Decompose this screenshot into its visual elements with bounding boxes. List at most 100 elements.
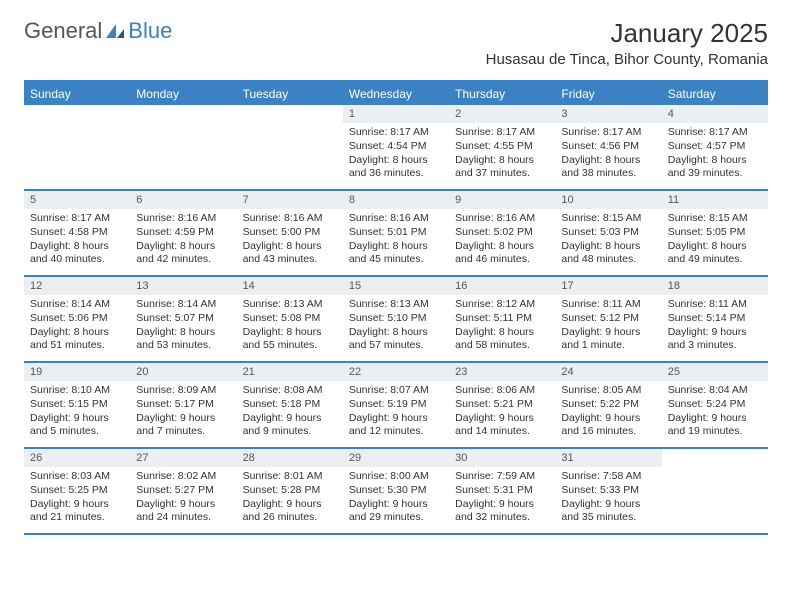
day-cell: 21Sunrise: 8:08 AMSunset: 5:18 PMDayligh… bbox=[237, 363, 343, 447]
day-cell: 4Sunrise: 8:17 AMSunset: 4:57 PMDaylight… bbox=[662, 105, 768, 189]
day-cell: 29Sunrise: 8:00 AMSunset: 5:30 PMDayligh… bbox=[343, 449, 449, 533]
sunset-text: Sunset: 4:57 PM bbox=[668, 140, 762, 154]
day-cell: 11Sunrise: 8:15 AMSunset: 5:05 PMDayligh… bbox=[662, 191, 768, 275]
daylight-text-2: and 35 minutes. bbox=[561, 511, 655, 525]
weekday-sat: Saturday bbox=[662, 83, 768, 105]
sunset-text: Sunset: 4:54 PM bbox=[349, 140, 443, 154]
daylight-text-2: and 49 minutes. bbox=[668, 253, 762, 267]
day-cell bbox=[24, 105, 130, 189]
day-body: Sunrise: 8:17 AMSunset: 4:54 PMDaylight:… bbox=[343, 123, 449, 185]
day-cell: 30Sunrise: 7:59 AMSunset: 5:31 PMDayligh… bbox=[449, 449, 555, 533]
sunset-text: Sunset: 5:25 PM bbox=[30, 484, 124, 498]
day-body: Sunrise: 8:16 AMSunset: 5:00 PMDaylight:… bbox=[237, 209, 343, 271]
day-number: 7 bbox=[237, 191, 343, 209]
day-body: Sunrise: 8:16 AMSunset: 4:59 PMDaylight:… bbox=[130, 209, 236, 271]
daylight-text-1: Daylight: 9 hours bbox=[136, 498, 230, 512]
day-number: 3 bbox=[555, 105, 661, 123]
daylight-text-2: and 55 minutes. bbox=[243, 339, 337, 353]
sunset-text: Sunset: 5:08 PM bbox=[243, 312, 337, 326]
day-cell: 25Sunrise: 8:04 AMSunset: 5:24 PMDayligh… bbox=[662, 363, 768, 447]
daylight-text-1: Daylight: 9 hours bbox=[349, 412, 443, 426]
sunset-text: Sunset: 4:58 PM bbox=[30, 226, 124, 240]
daylight-text-1: Daylight: 9 hours bbox=[668, 412, 762, 426]
sunset-text: Sunset: 5:10 PM bbox=[349, 312, 443, 326]
sunset-text: Sunset: 5:30 PM bbox=[349, 484, 443, 498]
day-number: 8 bbox=[343, 191, 449, 209]
daylight-text-2: and 48 minutes. bbox=[561, 253, 655, 267]
sunset-text: Sunset: 5:18 PM bbox=[243, 398, 337, 412]
day-number: 24 bbox=[555, 363, 661, 381]
day-body: Sunrise: 8:06 AMSunset: 5:21 PMDaylight:… bbox=[449, 381, 555, 443]
weekday-tue: Tuesday bbox=[237, 83, 343, 105]
day-number: 9 bbox=[449, 191, 555, 209]
header: General Blue January 2025 Husasau de Tin… bbox=[0, 0, 792, 72]
sunrise-text: Sunrise: 8:16 AM bbox=[136, 212, 230, 226]
sunset-text: Sunset: 5:27 PM bbox=[136, 484, 230, 498]
daylight-text-2: and 29 minutes. bbox=[349, 511, 443, 525]
day-body: Sunrise: 8:09 AMSunset: 5:17 PMDaylight:… bbox=[130, 381, 236, 443]
week-row: 12Sunrise: 8:14 AMSunset: 5:06 PMDayligh… bbox=[24, 277, 768, 363]
weekday-wed: Wednesday bbox=[343, 83, 449, 105]
day-number: 4 bbox=[662, 105, 768, 123]
daylight-text-1: Daylight: 9 hours bbox=[561, 326, 655, 340]
weeks-container: 1Sunrise: 8:17 AMSunset: 4:54 PMDaylight… bbox=[24, 105, 768, 535]
sunset-text: Sunset: 4:55 PM bbox=[455, 140, 549, 154]
sunrise-text: Sunrise: 8:10 AM bbox=[30, 384, 124, 398]
sunset-text: Sunset: 5:02 PM bbox=[455, 226, 549, 240]
day-body: Sunrise: 8:15 AMSunset: 5:03 PMDaylight:… bbox=[555, 209, 661, 271]
day-number: 14 bbox=[237, 277, 343, 295]
day-number: 30 bbox=[449, 449, 555, 467]
daylight-text-1: Daylight: 9 hours bbox=[561, 498, 655, 512]
day-cell bbox=[662, 449, 768, 533]
day-cell: 2Sunrise: 8:17 AMSunset: 4:55 PMDaylight… bbox=[449, 105, 555, 189]
day-body: Sunrise: 8:07 AMSunset: 5:19 PMDaylight:… bbox=[343, 381, 449, 443]
daylight-text-2: and 51 minutes. bbox=[30, 339, 124, 353]
day-cell: 10Sunrise: 8:15 AMSunset: 5:03 PMDayligh… bbox=[555, 191, 661, 275]
sunset-text: Sunset: 5:06 PM bbox=[30, 312, 124, 326]
sunrise-text: Sunrise: 8:05 AM bbox=[561, 384, 655, 398]
month-title: January 2025 bbox=[486, 18, 768, 49]
daylight-text-2: and 39 minutes. bbox=[668, 167, 762, 181]
sunrise-text: Sunrise: 8:16 AM bbox=[349, 212, 443, 226]
daylight-text-2: and 37 minutes. bbox=[455, 167, 549, 181]
day-number: 10 bbox=[555, 191, 661, 209]
daylight-text-1: Daylight: 8 hours bbox=[30, 326, 124, 340]
day-cell: 6Sunrise: 8:16 AMSunset: 4:59 PMDaylight… bbox=[130, 191, 236, 275]
daylight-text-2: and 9 minutes. bbox=[243, 425, 337, 439]
daylight-text-2: and 7 minutes. bbox=[136, 425, 230, 439]
day-body: Sunrise: 8:12 AMSunset: 5:11 PMDaylight:… bbox=[449, 295, 555, 357]
daylight-text-2: and 1 minute. bbox=[561, 339, 655, 353]
day-body: Sunrise: 8:10 AMSunset: 5:15 PMDaylight:… bbox=[24, 381, 130, 443]
day-cell: 22Sunrise: 8:07 AMSunset: 5:19 PMDayligh… bbox=[343, 363, 449, 447]
daylight-text-2: and 26 minutes. bbox=[243, 511, 337, 525]
daylight-text-2: and 43 minutes. bbox=[243, 253, 337, 267]
daylight-text-2: and 58 minutes. bbox=[455, 339, 549, 353]
day-cell: 9Sunrise: 8:16 AMSunset: 5:02 PMDaylight… bbox=[449, 191, 555, 275]
day-body: Sunrise: 8:17 AMSunset: 4:55 PMDaylight:… bbox=[449, 123, 555, 185]
daylight-text-1: Daylight: 9 hours bbox=[668, 326, 762, 340]
daylight-text-1: Daylight: 8 hours bbox=[349, 240, 443, 254]
weekday-row: Sunday Monday Tuesday Wednesday Thursday… bbox=[24, 83, 768, 105]
logo-text-blue: Blue bbox=[128, 18, 172, 44]
day-body: Sunrise: 8:13 AMSunset: 5:08 PMDaylight:… bbox=[237, 295, 343, 357]
calendar: Sunday Monday Tuesday Wednesday Thursday… bbox=[24, 80, 768, 535]
daylight-text-1: Daylight: 9 hours bbox=[136, 412, 230, 426]
sunset-text: Sunset: 5:17 PM bbox=[136, 398, 230, 412]
daylight-text-2: and 36 minutes. bbox=[349, 167, 443, 181]
day-cell: 19Sunrise: 8:10 AMSunset: 5:15 PMDayligh… bbox=[24, 363, 130, 447]
day-cell bbox=[237, 105, 343, 189]
week-row: 26Sunrise: 8:03 AMSunset: 5:25 PMDayligh… bbox=[24, 449, 768, 535]
day-cell: 17Sunrise: 8:11 AMSunset: 5:12 PMDayligh… bbox=[555, 277, 661, 361]
day-body: Sunrise: 8:05 AMSunset: 5:22 PMDaylight:… bbox=[555, 381, 661, 443]
day-body: Sunrise: 8:13 AMSunset: 5:10 PMDaylight:… bbox=[343, 295, 449, 357]
day-cell: 27Sunrise: 8:02 AMSunset: 5:27 PMDayligh… bbox=[130, 449, 236, 533]
sunset-text: Sunset: 5:03 PM bbox=[561, 226, 655, 240]
week-row: 1Sunrise: 8:17 AMSunset: 4:54 PMDaylight… bbox=[24, 105, 768, 191]
daylight-text-2: and 12 minutes. bbox=[349, 425, 443, 439]
day-body: Sunrise: 8:04 AMSunset: 5:24 PMDaylight:… bbox=[662, 381, 768, 443]
sunrise-text: Sunrise: 8:11 AM bbox=[561, 298, 655, 312]
sunset-text: Sunset: 5:21 PM bbox=[455, 398, 549, 412]
sunrise-text: Sunrise: 8:16 AM bbox=[455, 212, 549, 226]
daylight-text-2: and 42 minutes. bbox=[136, 253, 230, 267]
daylight-text-1: Daylight: 8 hours bbox=[136, 240, 230, 254]
